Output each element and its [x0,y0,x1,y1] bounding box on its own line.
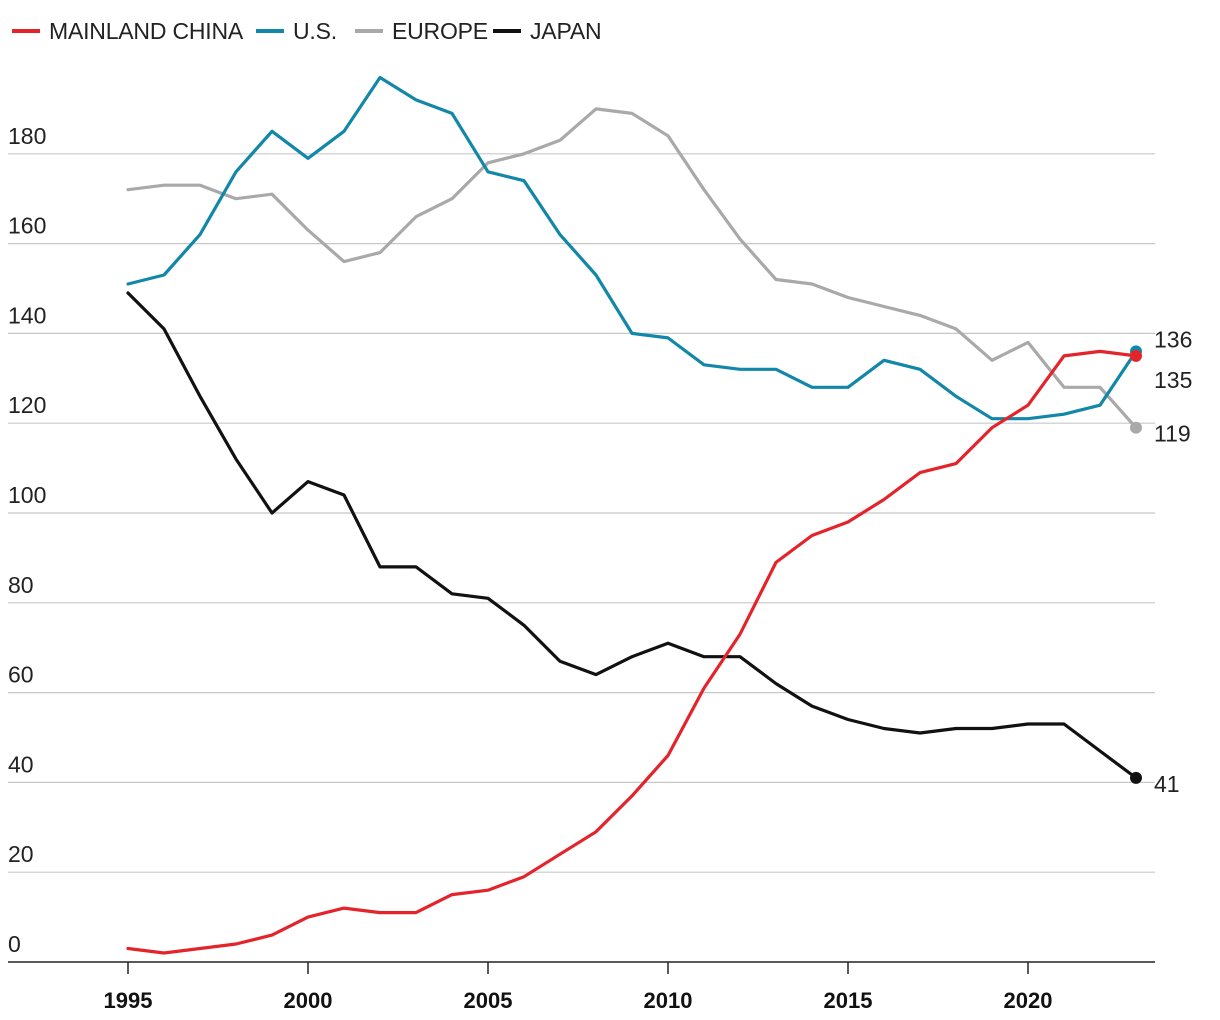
x-tick-label-2015: 2015 [824,988,873,1013]
series-line-u-s [126,75,1138,421]
y-tick-label-20: 20 [8,841,34,867]
y-tick-label-120: 120 [8,392,46,418]
x-tick-label-2010: 2010 [644,988,693,1013]
x-tick-label-1995: 1995 [104,988,153,1013]
gridlines [8,153,1155,873]
series-line-europe [126,107,1138,430]
legend-label-japan: JAPAN [530,18,601,44]
y-tick-label-180: 180 [8,123,46,149]
end-marker-mainland-china [1130,349,1142,362]
y-tick-label-140: 140 [8,302,46,328]
end-label-japan: 41 [1154,771,1180,797]
series-line-mainland-china [126,349,1138,955]
legend-label-mainland-china: MAINLAND CHINA [49,18,244,44]
y-tick-label-100: 100 [8,482,46,508]
y-axis-tick-labels: 0 20 40 60 80 100 120 140 160 180 [8,123,46,957]
x-tick-label-2000: 2000 [284,988,333,1013]
x-axis: 1995 2000 2005 2010 2015 2020 [8,961,1155,1013]
legend-label-u-s: U.S. [293,18,337,44]
end-marker-europe [1130,421,1142,434]
y-tick-label-80: 80 [8,572,34,598]
end-markers: 136 135 119 41 [1130,326,1192,797]
series-line-japan [126,291,1138,780]
end-label-mainland-china: 135 [1154,367,1192,393]
legend: MAINLAND CHINA U.S. EUROPE JAPAN [12,18,602,44]
end-label-u-s: 136 [1154,326,1192,352]
end-marker-japan [1130,771,1142,784]
end-label-europe: 119 [1154,421,1191,447]
series-lines [126,75,1138,955]
y-tick-label-40: 40 [8,751,34,777]
y-tick-label-60: 60 [8,662,34,688]
y-tick-label-0: 0 [8,931,21,957]
x-tick-label-2020: 2020 [1004,988,1053,1013]
legend-label-europe: EUROPE [392,18,488,44]
x-tick-label-2005: 2005 [464,988,513,1013]
y-tick-label-160: 160 [8,213,46,239]
